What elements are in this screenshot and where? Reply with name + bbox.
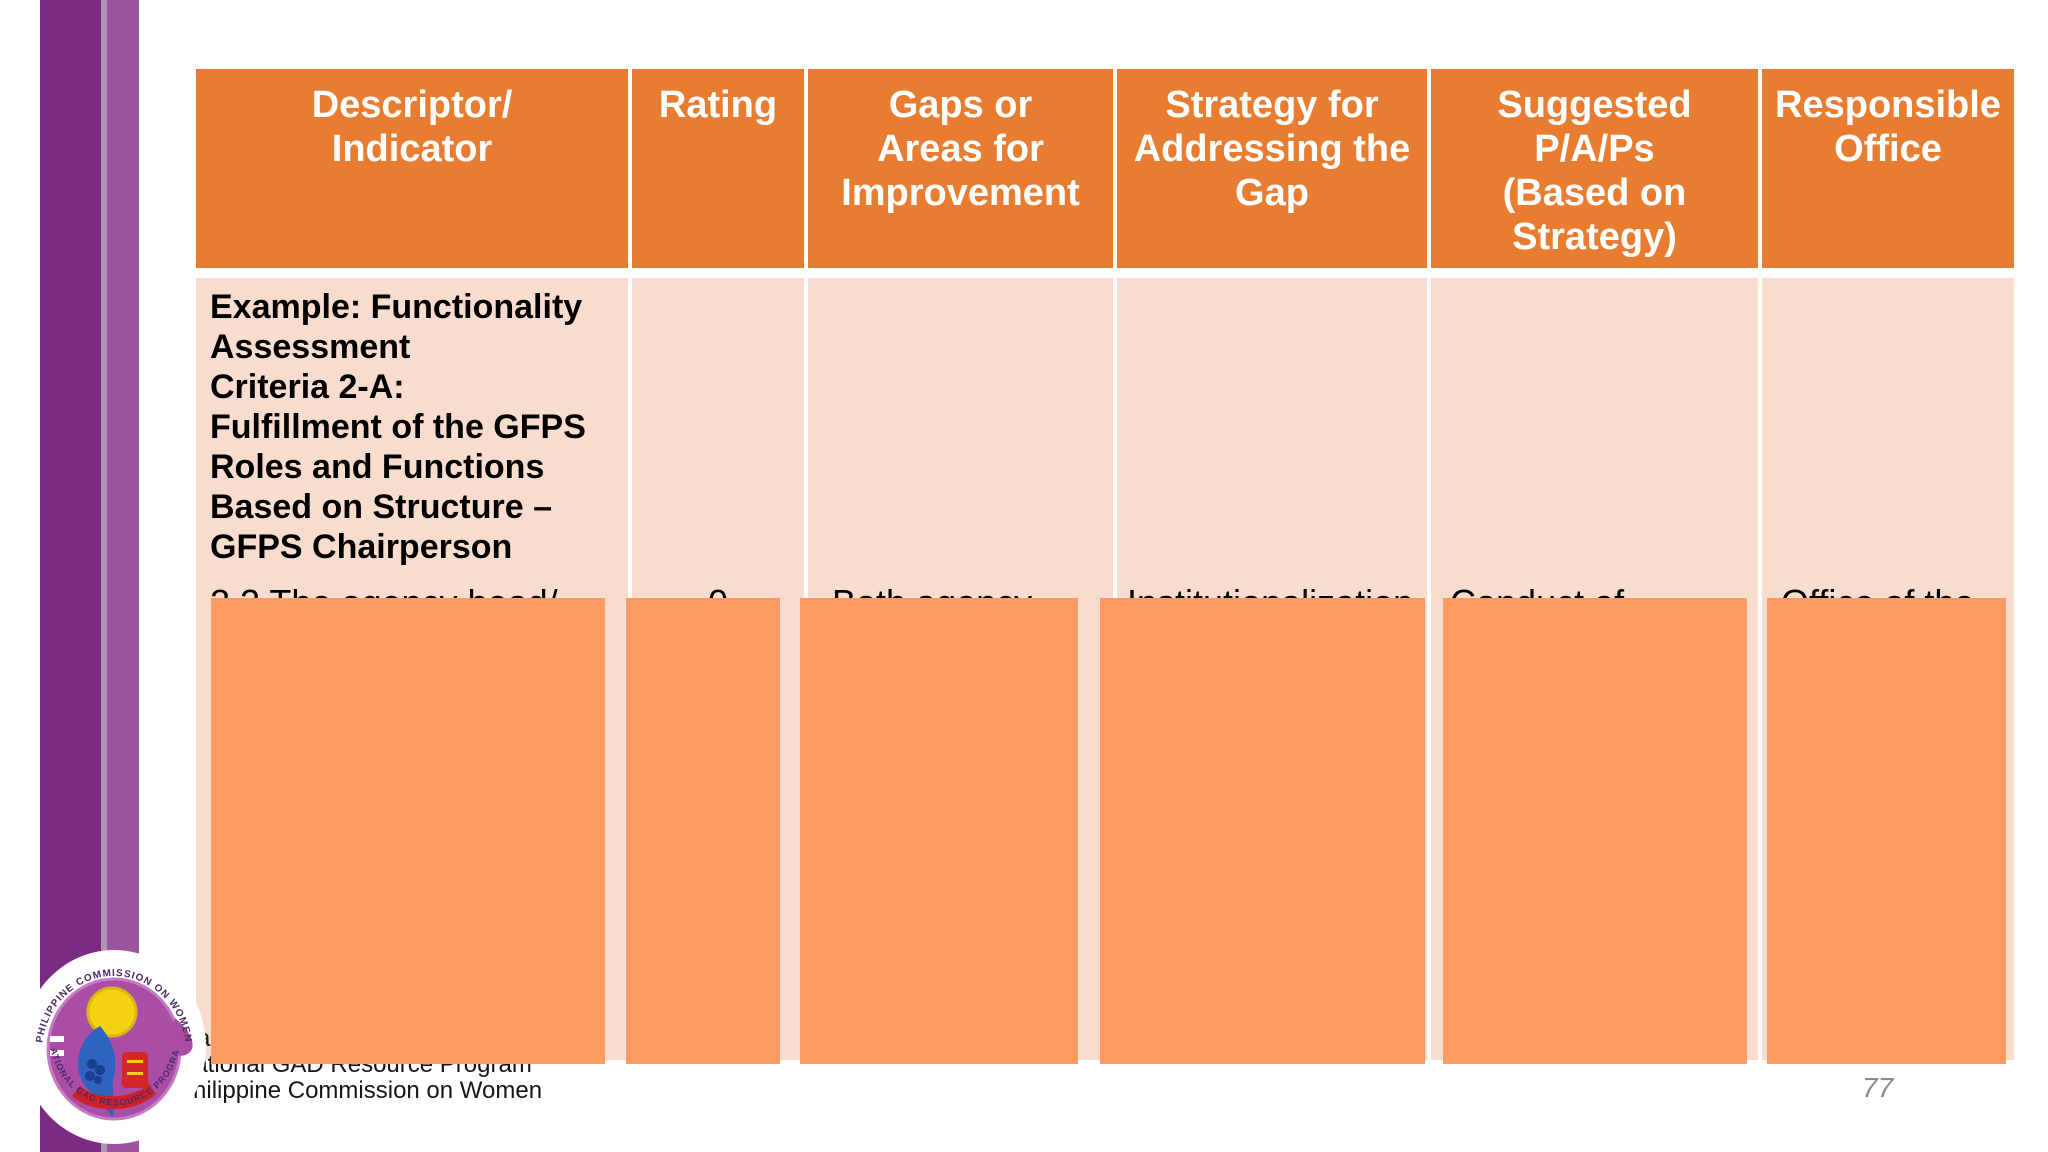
cover-box-rating [626,598,780,1064]
table-header-strategy: Strategy for Addressing the Gap [1117,69,1427,268]
logo-blue-dot [95,1065,105,1075]
logo-blue-dot [94,1076,102,1084]
logo-hand-shape [166,1018,193,1056]
table-header-rating: Rating [632,69,804,268]
table-header-suggested-paps: Suggested P/A/Ps (Based on Strategy) [1431,69,1758,268]
table-header-responsible-office: Responsible Office [1762,69,2014,268]
left-accent-bar-stripe [101,0,107,1152]
page-number: 77 [1862,1072,1894,1103]
cover-box-suggested [1443,598,1747,1064]
logo-blue-dot [85,1071,95,1081]
cover-box-office [1767,598,2006,1064]
example-criteria-text: Example: Functionality Assessment Criter… [210,288,586,566]
pcw-ngrp-logo: PHILIPPINE COMMISSION ON WOMEN NATIONAL … [20,948,206,1144]
logo-blue-dot [87,1059,97,1069]
table-header-gaps: Gaps or Areas for Improvement [808,69,1113,268]
logo-sun [86,986,138,1038]
cover-box-gaps [800,598,1078,1064]
logo-white-mark [50,1050,64,1056]
logo-badge-mark [127,1072,143,1075]
cover-box-descriptor [211,598,605,1064]
footer-line3: Philippine Commission on Women [177,1077,543,1104]
logo-badge-mark [127,1060,143,1063]
logo-red-ribbon [72,1084,156,1110]
logo-red-badge [122,1052,148,1088]
cover-box-strategy [1100,598,1425,1064]
logo-white-mark [50,1036,64,1042]
table-header-descriptor-indicator: Descriptor/ Indicator [196,69,628,268]
